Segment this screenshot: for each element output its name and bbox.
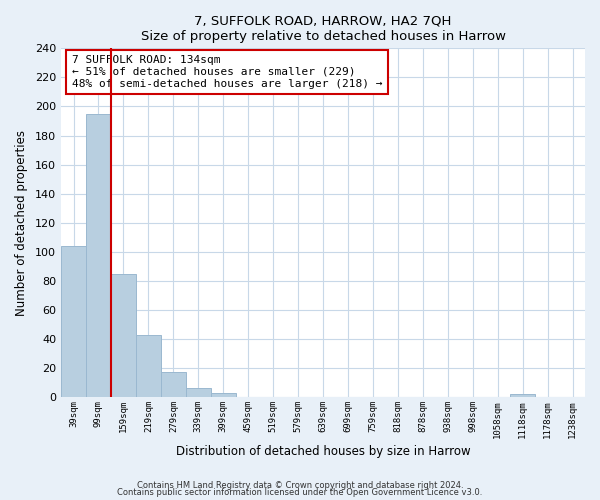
Bar	[186, 388, 211, 397]
Bar	[61, 246, 86, 397]
Bar	[510, 394, 535, 397]
Text: Contains HM Land Registry data © Crown copyright and database right 2024.: Contains HM Land Registry data © Crown c…	[137, 480, 463, 490]
Bar	[136, 334, 161, 397]
Bar	[211, 393, 236, 397]
Bar	[161, 372, 186, 397]
Text: Contains public sector information licensed under the Open Government Licence v3: Contains public sector information licen…	[118, 488, 482, 497]
Bar	[86, 114, 111, 397]
Y-axis label: Number of detached properties: Number of detached properties	[15, 130, 28, 316]
Bar	[111, 274, 136, 397]
X-axis label: Distribution of detached houses by size in Harrow: Distribution of detached houses by size …	[176, 444, 470, 458]
Title: 7, SUFFOLK ROAD, HARROW, HA2 7QH
Size of property relative to detached houses in: 7, SUFFOLK ROAD, HARROW, HA2 7QH Size of…	[140, 15, 506, 43]
Text: 7 SUFFOLK ROAD: 134sqm
← 51% of detached houses are smaller (229)
48% of semi-de: 7 SUFFOLK ROAD: 134sqm ← 51% of detached…	[71, 56, 382, 88]
